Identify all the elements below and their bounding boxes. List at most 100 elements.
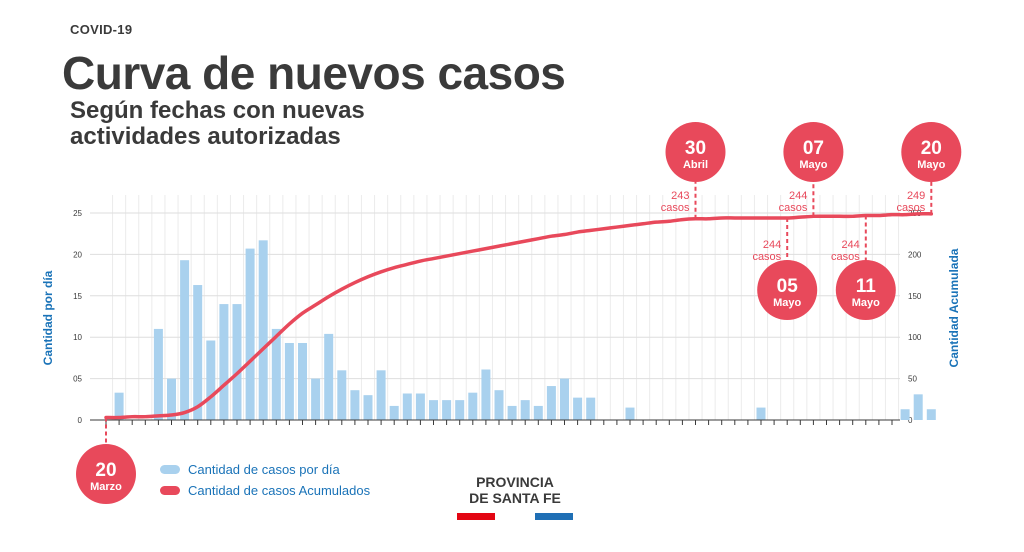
annotation-value: 244 [789, 190, 807, 202]
annotation-value: 244 [841, 239, 859, 251]
bar [468, 392, 478, 420]
annotation-date-circle [76, 444, 136, 504]
kicker-label: COVID-19 [70, 22, 133, 37]
bar [900, 409, 910, 420]
bar [350, 390, 360, 420]
legend-label-bars: Cantidad de casos por día [188, 461, 340, 477]
bar [625, 407, 635, 420]
left-tick-label: 05 [73, 375, 82, 384]
bar [376, 370, 386, 420]
bar [232, 304, 242, 420]
subtitle-line-2: actividades autorizadas [70, 123, 341, 150]
bar [219, 304, 229, 420]
annotation-month: Marzo [90, 481, 122, 493]
bar [756, 407, 766, 420]
bar [363, 395, 373, 420]
annotation-month: Mayo [917, 159, 945, 171]
bar [284, 342, 294, 420]
bar [586, 397, 596, 420]
bar [560, 378, 569, 420]
legend-item-line: Cantidad de casos Acumulados [160, 481, 370, 499]
annotation-day: 05 [777, 276, 799, 297]
annotation-value: 243 [671, 190, 689, 202]
legend-swatch-line [160, 485, 180, 495]
legend-swatch-bars [160, 464, 180, 474]
bar [337, 370, 347, 420]
bar [402, 393, 412, 420]
annotation-value: 244 [763, 239, 781, 251]
bar [913, 394, 923, 420]
brand-line-2: DE SANTA FE [469, 490, 561, 506]
left-tick-label: 15 [73, 292, 82, 301]
bar [533, 405, 543, 420]
bar [167, 378, 176, 420]
bar [442, 400, 452, 420]
left-tick-label: 25 [73, 209, 82, 218]
right-tick-label: 0 [908, 416, 913, 425]
annotation-month: Abril [683, 159, 708, 171]
annotation-date-circle [757, 260, 818, 320]
annotation-month: Mayo [852, 297, 880, 309]
bar [114, 392, 124, 420]
annotation-month: Mayo [799, 159, 827, 171]
annotation-unit: casos [831, 251, 860, 263]
right-tick-label: 150 [908, 292, 922, 301]
left-tick-label: 20 [73, 250, 82, 259]
bar [429, 400, 438, 420]
annotation-unit: casos [752, 251, 781, 263]
right-tick-label: 200 [908, 250, 922, 259]
annotation-value: 249 [907, 190, 925, 202]
bar [193, 285, 203, 420]
annotation-date-circle [665, 122, 726, 182]
brand-flag-red [457, 513, 495, 520]
subtitle-line-1: Según fechas con nuevas [70, 97, 365, 124]
left-axis-label: Cantidad por día [41, 270, 55, 365]
bar [926, 409, 936, 420]
annotation-day: 30 [685, 138, 706, 159]
bar [311, 378, 321, 420]
bar [298, 342, 307, 420]
page-subtitle: Según fechas con nuevas actividades auto… [70, 98, 450, 150]
brand-flag-blue [535, 513, 573, 520]
bar [153, 328, 163, 420]
annotation-month: Mayo [773, 297, 801, 309]
bar [546, 386, 556, 420]
right-tick-label: 100 [908, 333, 922, 342]
annotation-date-circle [901, 122, 962, 182]
brand-logo: PROVINCIA DE SANTA FE [455, 474, 575, 506]
bar [245, 248, 255, 420]
annotation-date-circle [835, 260, 896, 320]
bar [258, 240, 268, 420]
legend: Cantidad de casos por día Cantidad de ca… [160, 460, 370, 502]
cumulative-line [104, 212, 934, 420]
annotation-unit: casos [779, 202, 808, 214]
left-tick-label: 0 [78, 416, 83, 425]
annotation-unit: casos [661, 202, 690, 214]
bar [494, 390, 504, 420]
bar [507, 405, 517, 420]
bar [271, 328, 281, 420]
annotation-day: 20 [95, 460, 116, 481]
bar [520, 400, 530, 420]
bar [206, 340, 216, 420]
left-tick-label: 10 [73, 333, 82, 342]
annotation-unit: casos [897, 202, 926, 214]
right-tick-label: 50 [908, 375, 917, 384]
bar [455, 400, 465, 420]
legend-item-bars: Cantidad de casos por día [160, 460, 370, 478]
brand-flag [455, 513, 575, 521]
annotation-date-circle [783, 122, 844, 182]
bar [415, 393, 425, 420]
bar [389, 405, 399, 420]
right-axis-label: Cantidad Acumulada [947, 248, 961, 367]
bar [573, 397, 583, 420]
bar [481, 369, 491, 420]
page-title: Curva de nuevos casos [62, 47, 566, 99]
bar [180, 260, 190, 420]
brand-line-1: PROVINCIA [476, 474, 554, 490]
annotation-day: 07 [803, 138, 824, 159]
bar [324, 333, 334, 420]
legend-label-line: Cantidad de casos Acumulados [188, 482, 371, 498]
annotation-day: 20 [921, 138, 942, 159]
